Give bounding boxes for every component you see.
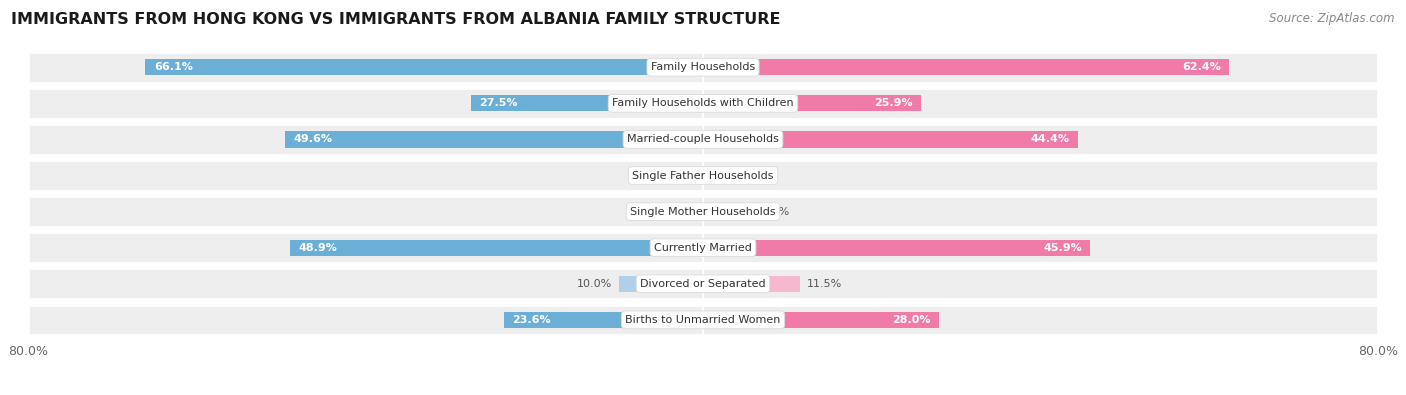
Bar (28, 160, 1378, 191)
Text: 66.1%: 66.1% (153, 62, 193, 72)
Text: Source: ZipAtlas.com: Source: ZipAtlas.com (1270, 12, 1395, 25)
Bar (703, 312, 939, 328)
Bar (28, 269, 1378, 299)
Bar (703, 203, 755, 220)
Bar (662, 203, 703, 220)
Bar (619, 276, 703, 292)
Text: 27.5%: 27.5% (479, 98, 517, 108)
Text: 49.6%: 49.6% (292, 134, 332, 145)
Text: 11.5%: 11.5% (807, 279, 842, 289)
Text: 1.9%: 1.9% (725, 171, 754, 181)
Text: 48.9%: 48.9% (299, 243, 337, 253)
Text: 44.4%: 44.4% (1031, 134, 1069, 145)
Bar (28, 124, 1378, 155)
Bar (703, 239, 1090, 256)
Text: 4.8%: 4.8% (627, 207, 655, 216)
Text: 28.0%: 28.0% (893, 315, 931, 325)
Text: Family Households: Family Households (651, 62, 755, 72)
Text: Divorced or Separated: Divorced or Separated (640, 279, 766, 289)
Text: Currently Married: Currently Married (654, 243, 752, 253)
Text: IMMIGRANTS FROM HONG KONG VS IMMIGRANTS FROM ALBANIA FAMILY STRUCTURE: IMMIGRANTS FROM HONG KONG VS IMMIGRANTS … (11, 12, 780, 27)
Bar (28, 232, 1378, 263)
Bar (28, 196, 1378, 227)
Text: Family Households with Children: Family Households with Children (612, 98, 794, 108)
Bar (703, 131, 1077, 148)
Bar (703, 95, 921, 111)
Bar (503, 312, 703, 328)
Text: 23.6%: 23.6% (512, 315, 551, 325)
Text: 45.9%: 45.9% (1043, 243, 1081, 253)
Text: 62.4%: 62.4% (1182, 62, 1220, 72)
Bar (688, 167, 703, 184)
Text: Single Mother Households: Single Mother Households (630, 207, 776, 216)
Text: Single Father Households: Single Father Households (633, 171, 773, 181)
Bar (703, 276, 800, 292)
Text: Married-couple Households: Married-couple Households (627, 134, 779, 145)
Text: 25.9%: 25.9% (875, 98, 912, 108)
Text: 6.1%: 6.1% (761, 207, 789, 216)
Bar (703, 59, 1229, 75)
Text: 10.0%: 10.0% (576, 279, 612, 289)
Bar (291, 239, 703, 256)
Bar (28, 305, 1378, 335)
Bar (28, 52, 1378, 83)
Bar (471, 95, 703, 111)
Text: 1.8%: 1.8% (652, 171, 681, 181)
Bar (145, 59, 703, 75)
Legend: Immigrants from Hong Kong, Immigrants from Albania: Immigrants from Hong Kong, Immigrants fr… (501, 392, 905, 395)
Text: Births to Unmarried Women: Births to Unmarried Women (626, 315, 780, 325)
Bar (284, 131, 703, 148)
Bar (28, 88, 1378, 118)
Bar (703, 167, 718, 184)
